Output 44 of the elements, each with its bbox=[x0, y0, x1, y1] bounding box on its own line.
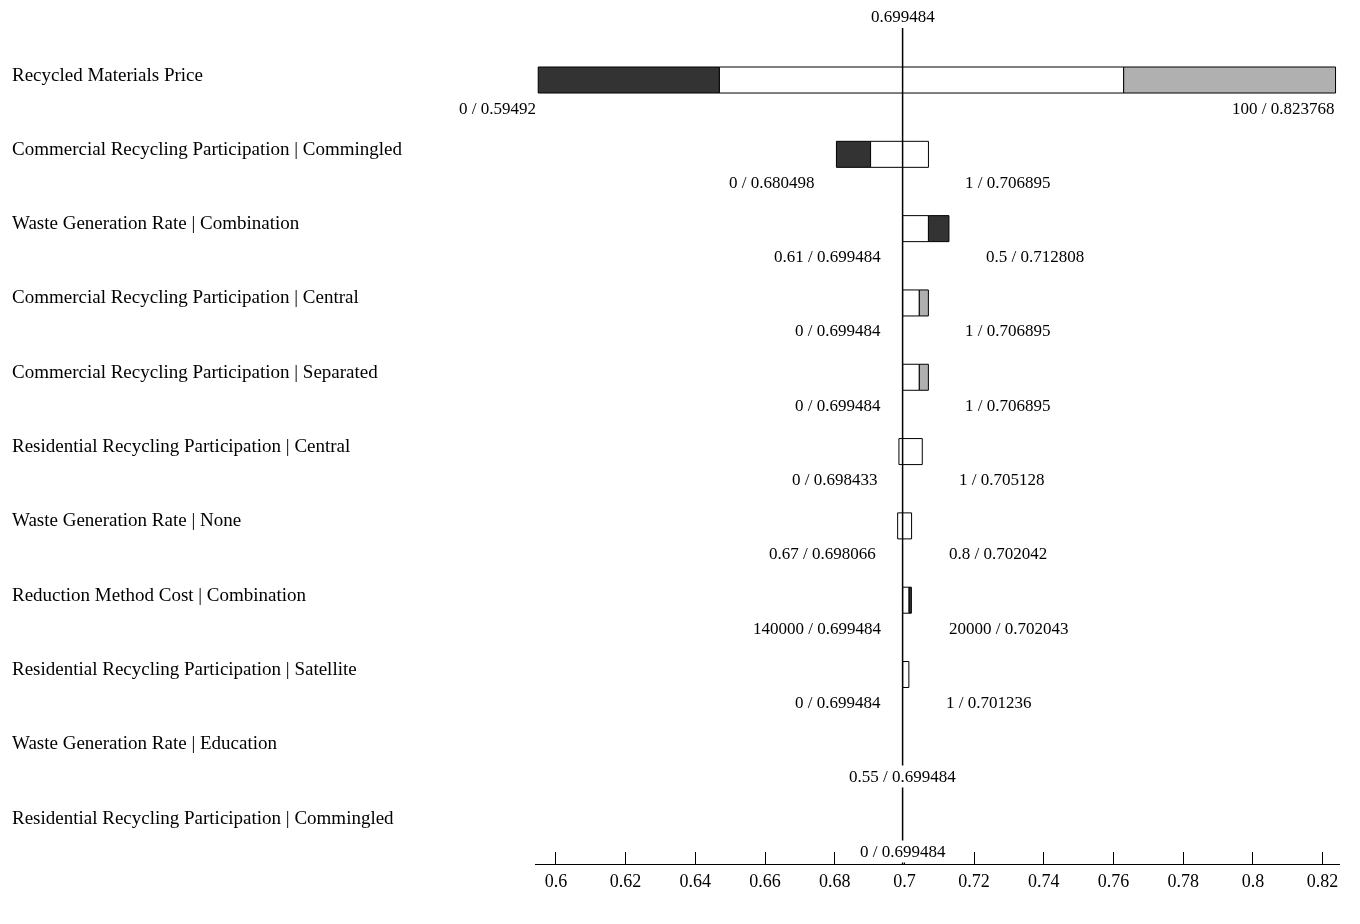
y-tick-label: Commercial Recycling Participation | Central bbox=[12, 286, 359, 307]
annotation: 1 / 0.706895 bbox=[965, 396, 1051, 415]
annotation: 0.61 / 0.699484 bbox=[774, 247, 882, 266]
x-tick-label: 0.8 bbox=[1241, 870, 1265, 891]
y-tick-label: Residential Recycling Participation | Commingled bbox=[12, 807, 395, 828]
annotation: 0.5 / 0.712808 bbox=[986, 247, 1085, 266]
annotation: 0 / 0.699484 bbox=[795, 321, 881, 340]
x-tick-label: 0.82 bbox=[1306, 870, 1339, 891]
annotation: 1 / 0.705128 bbox=[959, 470, 1045, 489]
y-tick-label: Commercial Recycling Participation | Commingled bbox=[12, 138, 403, 159]
x-tick-label: 0.7 bbox=[893, 870, 916, 891]
x-tick-label: 0.6 bbox=[544, 870, 568, 891]
annotation: 1 / 0.701236 bbox=[946, 693, 1032, 712]
x-tick-label: 0.76 bbox=[1097, 870, 1130, 891]
annotation: 0.67 / 0.698066 bbox=[769, 544, 876, 563]
x-tick-label: 0.78 bbox=[1167, 870, 1199, 891]
x-tick-label: 0.64 bbox=[679, 870, 712, 891]
x-tick-label: 0.66 bbox=[749, 870, 781, 891]
x-tick-label: 0.62 bbox=[609, 870, 642, 891]
annotation: 0 / 0.699484 bbox=[860, 842, 946, 861]
y-tick-label: Residential Recycling Participation | Satellite bbox=[12, 658, 357, 679]
x-tick-label: 0.68 bbox=[818, 870, 851, 891]
y-tick-label: Waste Generation Rate | Combination bbox=[12, 212, 300, 233]
y-tick-label: Residential Recycling Participation | Central bbox=[12, 435, 351, 456]
x-tick-label: 0.74 bbox=[1028, 870, 1060, 891]
annotation: 1 / 0.706895 bbox=[965, 173, 1051, 192]
y-tick-label: Waste Generation Rate | None bbox=[12, 509, 242, 530]
y-tick-label: Waste Generation Rate | Education bbox=[12, 732, 278, 753]
ref-line-label: 0.699484 bbox=[871, 7, 936, 26]
annotation: 0.8 / 0.702042 bbox=[949, 544, 1048, 563]
annotation: 20000 / 0.702043 bbox=[949, 619, 1069, 638]
annotation: 0.55 / 0.699484 bbox=[849, 767, 957, 786]
y-tick-label: Recycled Materials Price bbox=[12, 64, 203, 85]
x-tick-label: 0.72 bbox=[958, 870, 990, 891]
annotation: 100 / 0.823768 bbox=[1232, 99, 1335, 118]
annotation: 0 / 0.680498 bbox=[729, 173, 815, 192]
y-tick-label: Reduction Method Cost | Combination bbox=[12, 584, 307, 605]
annotation: 0 / 0.698433 bbox=[792, 470, 878, 489]
y-tick-label: Commercial Recycling Participation | Separated bbox=[12, 361, 379, 382]
annotation: 0 / 0.59492 bbox=[459, 99, 536, 118]
annotation: 0 / 0.699484 bbox=[795, 396, 881, 415]
annotation: 1 / 0.706895 bbox=[965, 321, 1051, 340]
annotation: 140000 / 0.699484 bbox=[753, 619, 882, 638]
annotation: 0 / 0.699484 bbox=[795, 693, 881, 712]
